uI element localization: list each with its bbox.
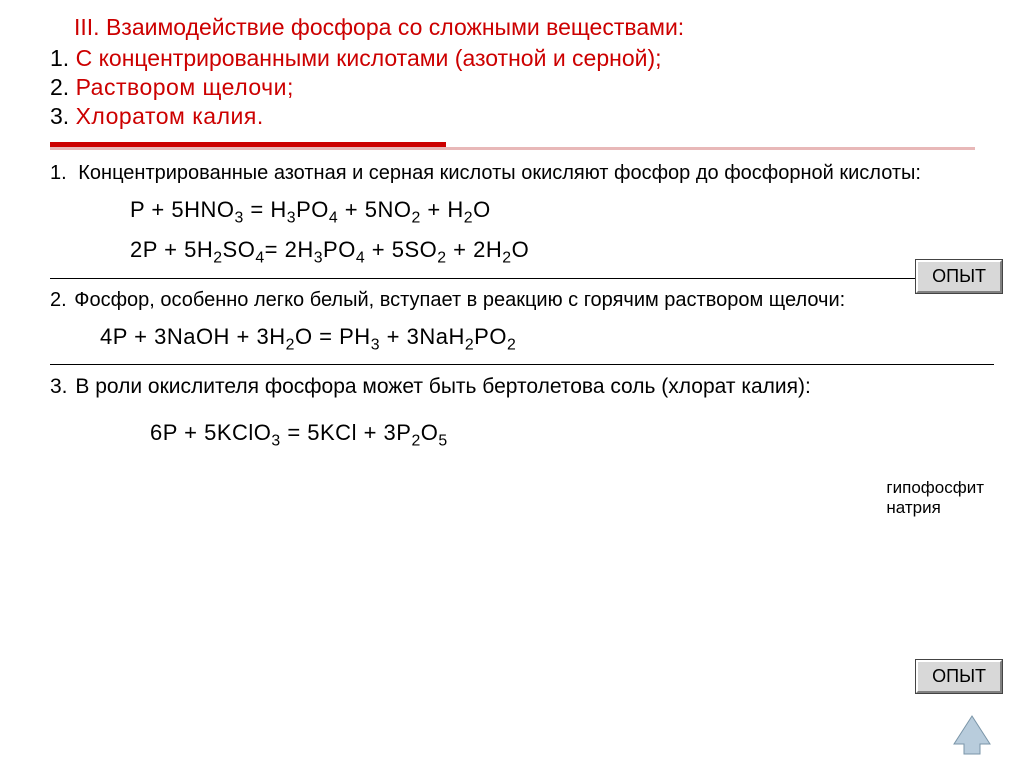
equation-1b: 2P + 5H2SO4= 2H3PO4 + 5SO2 + 2H2O (130, 237, 994, 267)
list-text: С концентрированными кислотами (азотной … (76, 45, 662, 71)
section2-body: Фосфор, особенно легко белый, вступает в… (74, 289, 845, 311)
rule-shadow (50, 147, 975, 150)
section-divider (50, 364, 994, 365)
equation-3: 6P + 5KClO3 = 5KCl + 3P2O5 (150, 420, 994, 450)
list-item: 1. С концентрированными кислотами (азотн… (50, 45, 994, 72)
list-text: Хлоратом калия. (76, 103, 264, 129)
section1-num: 1. (50, 162, 67, 184)
section1-body: Концентрированные азотная и серная кисло… (78, 162, 921, 184)
intro-list: 1. С концентрированными кислотами (азотн… (50, 45, 994, 130)
equation-1a: P + 5HNO3 = H3PO4 + 5NO2 + H2O (130, 197, 994, 227)
rule-red (50, 142, 446, 147)
section-divider (50, 278, 994, 279)
list-item: 3. Хлоратом калия. (50, 103, 994, 130)
section2-num: 2. (50, 289, 67, 311)
section2-text: 2. Фосфор, особенно легко белый, вступае… (50, 287, 994, 314)
equation-2-note: гипофосфит натрия (886, 478, 984, 518)
slide-title: III. Взаимодействие фосфора со сложными … (74, 14, 994, 41)
list-item: 2. Раствором щелочи; (50, 74, 994, 101)
section3-text: 3. В роли окислителя фосфора может быть … (50, 373, 994, 401)
section1-text: 1. Концентрированные азотная и серная ки… (50, 160, 994, 187)
list-num: 3. (50, 103, 69, 129)
decorative-rule (50, 138, 994, 152)
section3-num: 3. (50, 375, 68, 398)
equation-2: 4P + 3NaOH + 3H2O = PH3 + 3NaH2PO2 (100, 324, 994, 354)
list-num: 2. (50, 74, 69, 100)
arrow-up-icon[interactable] (950, 712, 994, 756)
experiment-button-2[interactable]: ОПЫТ (916, 660, 1002, 693)
list-num: 1. (50, 45, 69, 71)
experiment-button-1[interactable]: ОПЫТ (916, 260, 1002, 293)
section3-body: В роли окислителя фосфора может быть бер… (75, 375, 810, 398)
list-text: Раствором щелочи; (76, 74, 294, 100)
